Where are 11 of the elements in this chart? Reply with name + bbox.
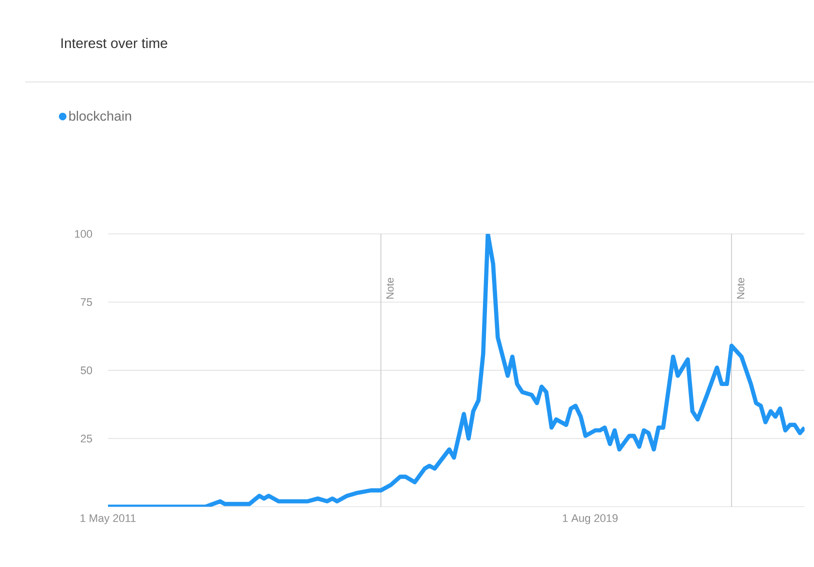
y-tick-label: 25 — [80, 434, 92, 443]
line-series — [108, 234, 805, 507]
y-tick-label: 75 — [80, 298, 92, 306]
chart-title: Interest over time — [61, 38, 168, 48]
ref-line-label: Note — [737, 278, 744, 299]
y-tick-label: 50 — [80, 366, 92, 374]
x-tick-label: 1 Aug 2019 — [562, 514, 618, 524]
y-tick-label: 100 — [75, 230, 92, 238]
ref-line-label: Note — [386, 278, 394, 299]
x-tick-label: 1 May 2011 — [80, 514, 136, 524]
legend-label: blockchain — [69, 111, 132, 121]
